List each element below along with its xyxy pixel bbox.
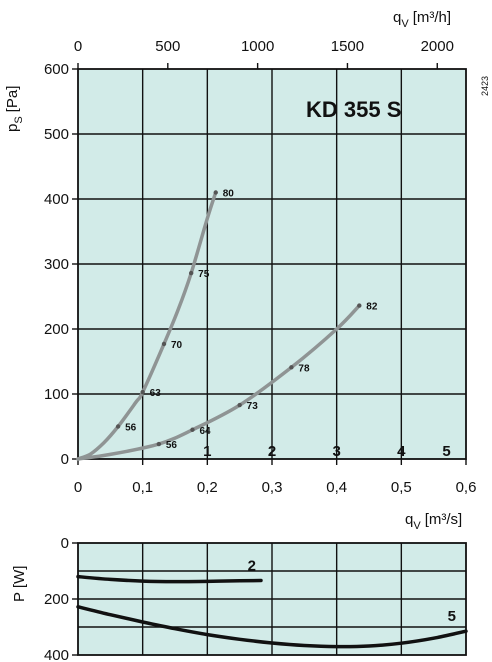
efficiency-point bbox=[213, 190, 218, 195]
speed-markers: 1 2 3 4 5 bbox=[203, 443, 451, 460]
speed-marker-5: 5 bbox=[442, 443, 450, 460]
y-tick-label: 500 bbox=[44, 126, 69, 143]
efficiency-label: 73 bbox=[247, 401, 259, 412]
x-tick-label: 0,1 bbox=[132, 479, 153, 496]
x-tick-label: 0,2 bbox=[197, 479, 218, 496]
y-tick-label: 200 bbox=[44, 321, 69, 338]
pressure-curves: 56 63 70 75 80 56 64 73 78 82 bbox=[76, 189, 378, 461]
power-curve-label: 2 bbox=[248, 558, 256, 575]
efficiency-label: 78 bbox=[298, 363, 310, 374]
flow-x2-axis-label-main: q bbox=[393, 9, 401, 26]
speed-marker-4: 4 bbox=[397, 443, 406, 460]
pressure-curve-2 bbox=[76, 303, 362, 461]
drawing-code: 2423 bbox=[480, 76, 490, 96]
y-tick-label: 600 bbox=[44, 61, 69, 78]
efficiency-label: 80 bbox=[223, 189, 235, 200]
speed-marker-3: 3 bbox=[332, 443, 340, 460]
efficiency-label: 64 bbox=[199, 426, 211, 437]
flow-x2-axis-label: qV [m³/h] bbox=[393, 9, 451, 30]
x2-tick-label: 0 bbox=[74, 38, 82, 55]
efficiency-point bbox=[188, 270, 194, 276]
efficiency-point bbox=[289, 365, 294, 370]
pressure-y-tick-labels: 0 100 200 300 400 500 600 bbox=[44, 61, 78, 468]
x2-tick-label: 1000 bbox=[241, 38, 274, 55]
efficiency-point bbox=[115, 424, 121, 429]
y-tick-label: 300 bbox=[44, 256, 69, 273]
power-grid bbox=[78, 543, 466, 655]
x-tick-label: 0,5 bbox=[391, 479, 412, 496]
y-tick-label: 400 bbox=[44, 191, 69, 208]
efficiency-point bbox=[237, 402, 242, 408]
y-tick-label: 0 bbox=[61, 451, 69, 468]
x-tick-label: 0,3 bbox=[262, 479, 283, 496]
efficiency-point bbox=[161, 341, 167, 347]
y-tick-label: 100 bbox=[44, 386, 69, 403]
flow-x-axis-label-sub: V bbox=[413, 520, 421, 532]
flow-x2-axis-label-unit: [m³/h] bbox=[413, 9, 451, 26]
x-tick-label: 0,4 bbox=[326, 479, 347, 496]
flow-x-axis-label: qV [m³/s] bbox=[405, 511, 462, 532]
x2-tick-label: 2000 bbox=[421, 38, 454, 55]
power-curve-2 bbox=[76, 574, 263, 584]
efficiency-label: 82 bbox=[366, 302, 378, 313]
flow-x-axis-label-main: q bbox=[405, 511, 413, 528]
x2-tick-label: 500 bbox=[155, 38, 180, 55]
pressure-grid bbox=[78, 69, 466, 459]
x2-tick-label: 1500 bbox=[331, 38, 364, 55]
flow-x-tick-labels: 0 0,1 0,2 0,3 0,4 0,5 0,6 bbox=[74, 459, 477, 496]
efficiency-label: 70 bbox=[171, 340, 183, 351]
power-curve-label: 5 bbox=[448, 608, 456, 625]
flow-x-axis-label-unit: [m³/s] bbox=[425, 511, 463, 528]
speed-marker-1: 1 bbox=[203, 443, 211, 460]
pressure-axis-label-sub: S bbox=[13, 116, 25, 123]
chart-title: KD 355 S bbox=[306, 97, 401, 122]
efficiency-point bbox=[156, 441, 162, 447]
power-curve-5 bbox=[76, 605, 468, 649]
power-axis-label: P [W] bbox=[11, 566, 28, 602]
pressure-axis-label-unit: [Pa] bbox=[4, 86, 21, 113]
y-tick-label: 400 bbox=[44, 647, 69, 662]
pressure-axis-label-main: p bbox=[4, 124, 21, 132]
flow-x2-tick-labels: 0 500 1000 1500 2000 bbox=[74, 38, 454, 69]
efficiency-label: 63 bbox=[150, 388, 162, 399]
pressure-axis-label: pS [Pa] bbox=[4, 86, 25, 132]
efficiency-label: 75 bbox=[198, 269, 210, 280]
flow-x2-axis-label-sub: V bbox=[401, 18, 409, 30]
speed-marker-2: 2 bbox=[268, 443, 276, 460]
efficiency-label: 56 bbox=[125, 423, 137, 434]
y-tick-label: 200 bbox=[44, 591, 69, 608]
efficiency-point bbox=[140, 389, 145, 395]
power-curves: 25 bbox=[76, 558, 468, 649]
y-tick-label: 0 bbox=[61, 535, 69, 552]
efficiency-label: 56 bbox=[166, 440, 178, 451]
power-y-tick-labels: 0 200 400 bbox=[44, 535, 78, 662]
efficiency-point bbox=[190, 427, 195, 432]
x-tick-label: 0,6 bbox=[456, 479, 477, 496]
x-tick-label: 0 bbox=[74, 479, 82, 496]
efficiency-point bbox=[357, 303, 362, 308]
